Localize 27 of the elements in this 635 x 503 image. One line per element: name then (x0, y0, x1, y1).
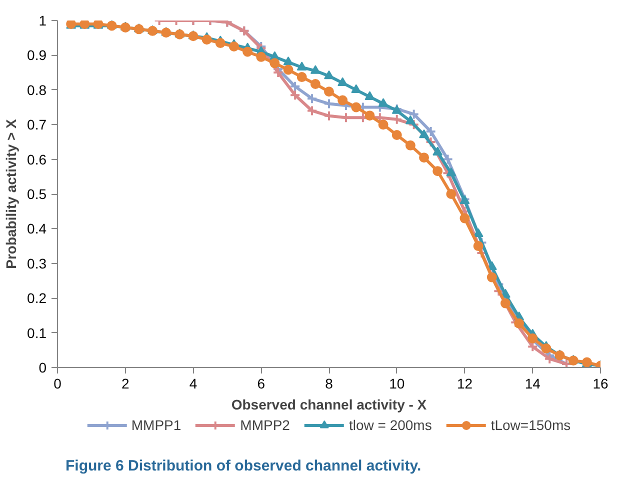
y-tick-label: 0.8 (27, 82, 47, 98)
legend-label: MMPP1 (131, 417, 182, 433)
x-tick-label: 2 (121, 376, 130, 392)
legend-label: tLow=150ms (490, 417, 571, 433)
y-tick-label: 0.6 (27, 151, 47, 168)
y-tick-label: 0.2 (27, 290, 47, 306)
y-tick-label: 0.9 (27, 47, 47, 64)
x-tick-label: 16 (592, 376, 608, 392)
x-axis-title: Observed channel activity - X (231, 396, 428, 412)
y-tick-label: 0 (38, 360, 47, 376)
x-tick-label: 6 (257, 376, 266, 392)
x-tick-label: 12 (456, 376, 473, 392)
caption: Figure 6 Distribution of observed channel activity. (66, 458, 422, 474)
y-tick-label: 0.7 (27, 116, 47, 133)
x-tick-label: 4 (189, 376, 198, 392)
x-tick-label: 10 (389, 376, 405, 392)
x-tick-label: 0 (54, 376, 62, 392)
y-tick-label: 0.3 (27, 255, 47, 272)
legend-label: MMPP2 (240, 417, 290, 433)
y-axis-title: Probability activity > X (3, 118, 20, 269)
y-tick-label: 0.4 (27, 220, 47, 237)
y-tick-label: 0.1 (27, 324, 47, 341)
x-tick-label: 14 (524, 376, 541, 392)
legend-label: tlow = 200ms (348, 417, 432, 433)
y-tick-label: 0.5 (27, 186, 47, 202)
x-tick-label: 8 (325, 376, 334, 392)
y-tick-label: 1 (38, 12, 47, 28)
